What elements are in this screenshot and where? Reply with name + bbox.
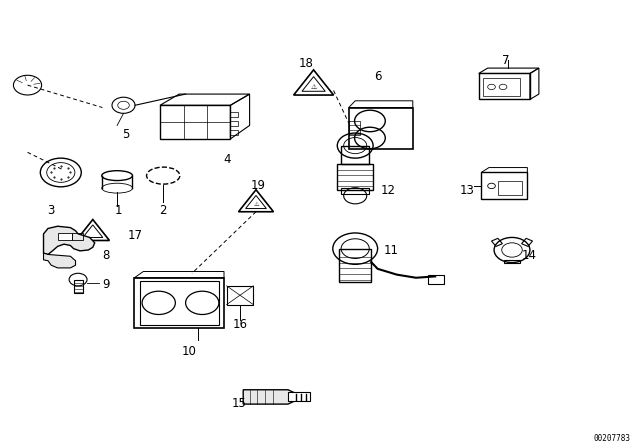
Bar: [230, 112, 238, 117]
Bar: [481, 172, 527, 199]
Bar: [479, 73, 530, 99]
Polygon shape: [44, 226, 95, 254]
Text: 13: 13: [460, 184, 475, 197]
Text: ⚠: ⚠: [253, 202, 259, 207]
Bar: [230, 121, 238, 126]
Text: 19: 19: [251, 179, 266, 193]
Text: 11: 11: [384, 244, 399, 258]
Bar: [339, 249, 371, 282]
Text: 9: 9: [102, 278, 110, 291]
Bar: [227, 286, 253, 305]
Polygon shape: [243, 390, 296, 404]
Text: 12: 12: [381, 184, 396, 197]
Bar: [74, 280, 83, 293]
Bar: [288, 392, 310, 401]
Bar: [72, 233, 83, 240]
Bar: [140, 281, 219, 325]
Text: 7: 7: [502, 54, 509, 67]
Text: 4: 4: [223, 152, 231, 166]
Text: 5: 5: [122, 128, 129, 141]
Text: 18: 18: [298, 57, 314, 70]
Bar: [349, 121, 360, 135]
Bar: [341, 146, 369, 164]
Bar: [230, 130, 238, 135]
Text: 10: 10: [181, 345, 196, 358]
Text: 16: 16: [232, 318, 248, 332]
Text: ⚠: ⚠: [310, 84, 317, 90]
Bar: [341, 188, 369, 194]
Bar: [349, 108, 413, 149]
Text: 15: 15: [232, 396, 246, 410]
Text: 00207783: 00207783: [593, 434, 630, 443]
Text: 6: 6: [374, 69, 381, 83]
Text: 2: 2: [159, 204, 167, 217]
Bar: [483, 78, 520, 96]
Polygon shape: [44, 253, 76, 268]
Text: 8: 8: [102, 249, 110, 262]
Bar: [498, 181, 522, 195]
Bar: [428, 275, 444, 284]
Bar: [160, 105, 230, 139]
Text: 14: 14: [522, 249, 536, 262]
Bar: [134, 278, 224, 328]
Bar: [337, 164, 373, 190]
Text: 3: 3: [47, 204, 55, 217]
Text: 17: 17: [128, 228, 143, 242]
Bar: [58, 233, 72, 240]
Text: 1: 1: [115, 204, 122, 217]
